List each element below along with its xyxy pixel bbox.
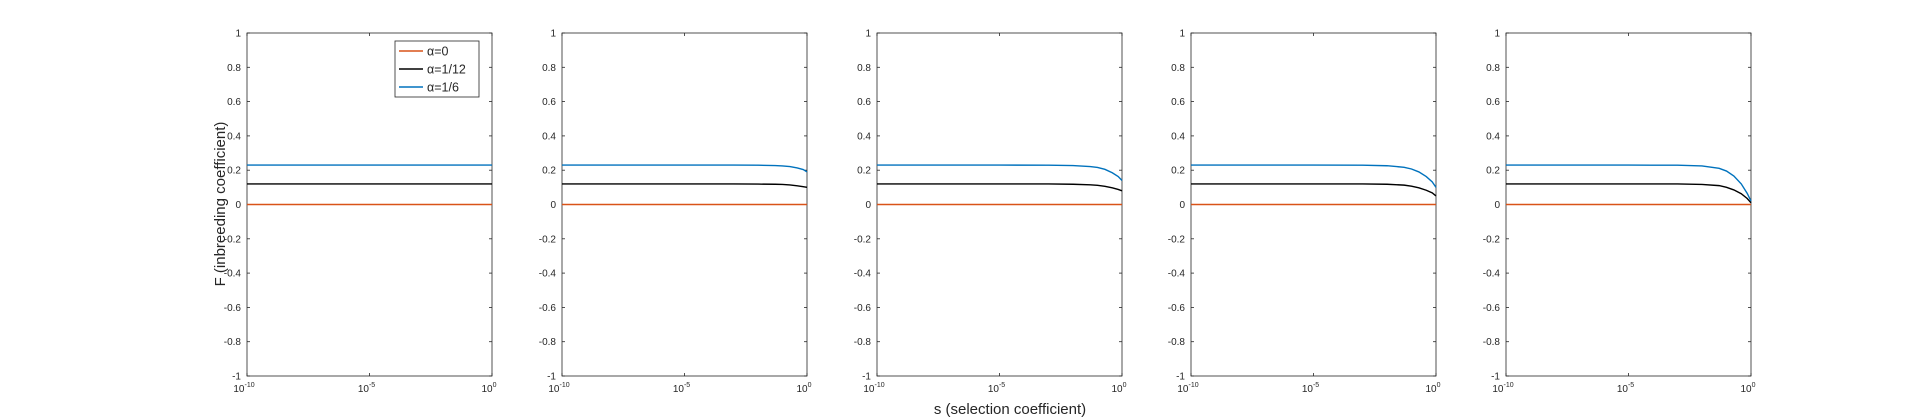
- y-tick-label: 0: [550, 200, 556, 211]
- y-tick-label: -0.6: [539, 303, 557, 314]
- y-tick-label: -1: [1491, 372, 1500, 383]
- series-line-alpha-1-6: [1506, 164, 1752, 202]
- y-tick-label: 0: [1179, 200, 1185, 211]
- y-tick-label: 0.8: [1171, 63, 1185, 74]
- x-tick-label: 10-5: [1617, 382, 1634, 395]
- y-tick-label: 1: [1179, 29, 1185, 40]
- panel-5: -1 -0.8 -0.6 -0.4 -0.2 0 0.2 0.4 0.6 0.8 1 10-10 10-…: [1483, 29, 1756, 396]
- y-tick-label: -1: [1176, 372, 1185, 383]
- legend-label-alpha-0: α=0: [427, 45, 449, 59]
- y-tick-label: 0.2: [1486, 166, 1500, 177]
- y-tick-label: 0: [235, 200, 241, 211]
- y-tick-label: -0.2: [224, 234, 242, 245]
- y-tick-label: -0.2: [1168, 234, 1186, 245]
- series-line-alpha-1-12: [1191, 183, 1437, 197]
- y-axis-label: F (inbreeding coefficient): [212, 122, 229, 287]
- y-tick-label: 0.6: [1171, 97, 1185, 108]
- x-tick-label: 10-10: [1492, 382, 1513, 395]
- y-tick-label: -1: [862, 372, 871, 383]
- y-tick-label: -1: [232, 372, 241, 383]
- y-tick-label: 0.8: [857, 63, 871, 74]
- y-tick-label: -1: [547, 372, 556, 383]
- y-tick-label: -0.8: [539, 337, 557, 348]
- y-tick-label: 1: [865, 29, 871, 40]
- y-tick-label: 0.2: [542, 166, 556, 177]
- y-tick-label: 0: [1494, 200, 1500, 211]
- y-tick-label: -0.2: [1483, 234, 1501, 245]
- y-tick-label: -0.4: [1483, 269, 1501, 280]
- y-tick-label: 0: [865, 200, 871, 211]
- y-tick-label: 1: [550, 29, 556, 40]
- x-tick-label: 100: [1111, 382, 1126, 395]
- y-tick-label: 0.4: [1171, 131, 1185, 142]
- x-tick-label: 10-5: [988, 382, 1005, 395]
- x-tick-label: 10-5: [673, 382, 690, 395]
- x-tick-label: 100: [1740, 382, 1755, 395]
- y-tick-label: -0.8: [1483, 337, 1501, 348]
- y-tick-label: -0.4: [224, 269, 242, 280]
- y-tick-label: -0.6: [854, 303, 872, 314]
- y-tick-label: -0.8: [854, 337, 872, 348]
- y-tick-label: 0.8: [542, 63, 556, 74]
- x-tick-label: 10-10: [863, 382, 884, 395]
- y-tick-label: -0.4: [854, 269, 872, 280]
- y-tick-label: -0.2: [854, 234, 872, 245]
- x-tick-label: 10-10: [548, 382, 569, 395]
- panel-3: -1 -0.8 -0.6 -0.4 -0.2 0 0.2 0.4 0.6 0.8 1 10-10 10-…: [854, 29, 1127, 396]
- y-tick-label: -0.6: [224, 303, 242, 314]
- x-tick-label: 100: [796, 382, 811, 395]
- y-tick-label: 0.6: [857, 97, 871, 108]
- x-tick-label: 100: [481, 382, 496, 395]
- x-axis-label: s (selection coefficient): [934, 401, 1086, 418]
- y-tick-label: 0.2: [1171, 166, 1185, 177]
- x-tick-label: 10-5: [358, 382, 375, 395]
- series-line-alpha-1-6: [877, 164, 1123, 181]
- legend-label-alpha-1-6: α=1/6: [427, 81, 459, 95]
- x-tick-label: 10-10: [1177, 382, 1198, 395]
- y-tick-label: -0.6: [1168, 303, 1186, 314]
- series-line-alpha-1-6: [1191, 164, 1437, 188]
- legend-label-alpha-1-12: α=1/12: [427, 63, 466, 77]
- y-tick-label: 0.6: [1486, 97, 1500, 108]
- panel-2: -1 -0.8 -0.6 -0.4 -0.2 0 0.2 0.4 0.6 0.8 1 10-10 10-…: [539, 29, 812, 396]
- y-tick-label: 0.4: [542, 131, 556, 142]
- y-tick-label: 0.8: [1486, 63, 1500, 74]
- series-line-alpha-1-12: [877, 183, 1123, 192]
- y-tick-label: 1: [235, 29, 241, 40]
- y-tick-label: -0.4: [1168, 269, 1186, 280]
- y-tick-label: -0.6: [1483, 303, 1501, 314]
- y-tick-label: 0.2: [857, 166, 871, 177]
- y-tick-label: 0.4: [857, 131, 871, 142]
- y-tick-label: -0.8: [224, 337, 242, 348]
- series-line-alpha-1-12: [562, 183, 808, 189]
- y-tick-label: 1: [1494, 29, 1500, 40]
- x-tick-label: 10-5: [1302, 382, 1319, 395]
- y-tick-label: 0.8: [227, 63, 241, 74]
- y-tick-label: 0.4: [1486, 131, 1500, 142]
- legend: α=0 α=1/12 α=1/6: [394, 40, 480, 98]
- y-tick-label: 0.6: [542, 97, 556, 108]
- series-line-alpha-1-6: [562, 164, 808, 173]
- y-tick-label: -0.8: [1168, 337, 1186, 348]
- y-tick-label: -0.4: [539, 269, 557, 280]
- y-tick-label: 0.2: [227, 166, 241, 177]
- y-tick-label: 0.4: [227, 131, 241, 142]
- series-line-alpha-1-12: [1506, 183, 1752, 204]
- x-tick-label: 10-10: [233, 382, 254, 395]
- x-tick-label: 100: [1425, 382, 1440, 395]
- y-tick-label: -0.2: [539, 234, 557, 245]
- panel-4: -1 -0.8 -0.6 -0.4 -0.2 0 0.2 0.4 0.6 0.8 1 10-10 10-…: [1168, 29, 1441, 396]
- y-tick-label: 0.6: [227, 97, 241, 108]
